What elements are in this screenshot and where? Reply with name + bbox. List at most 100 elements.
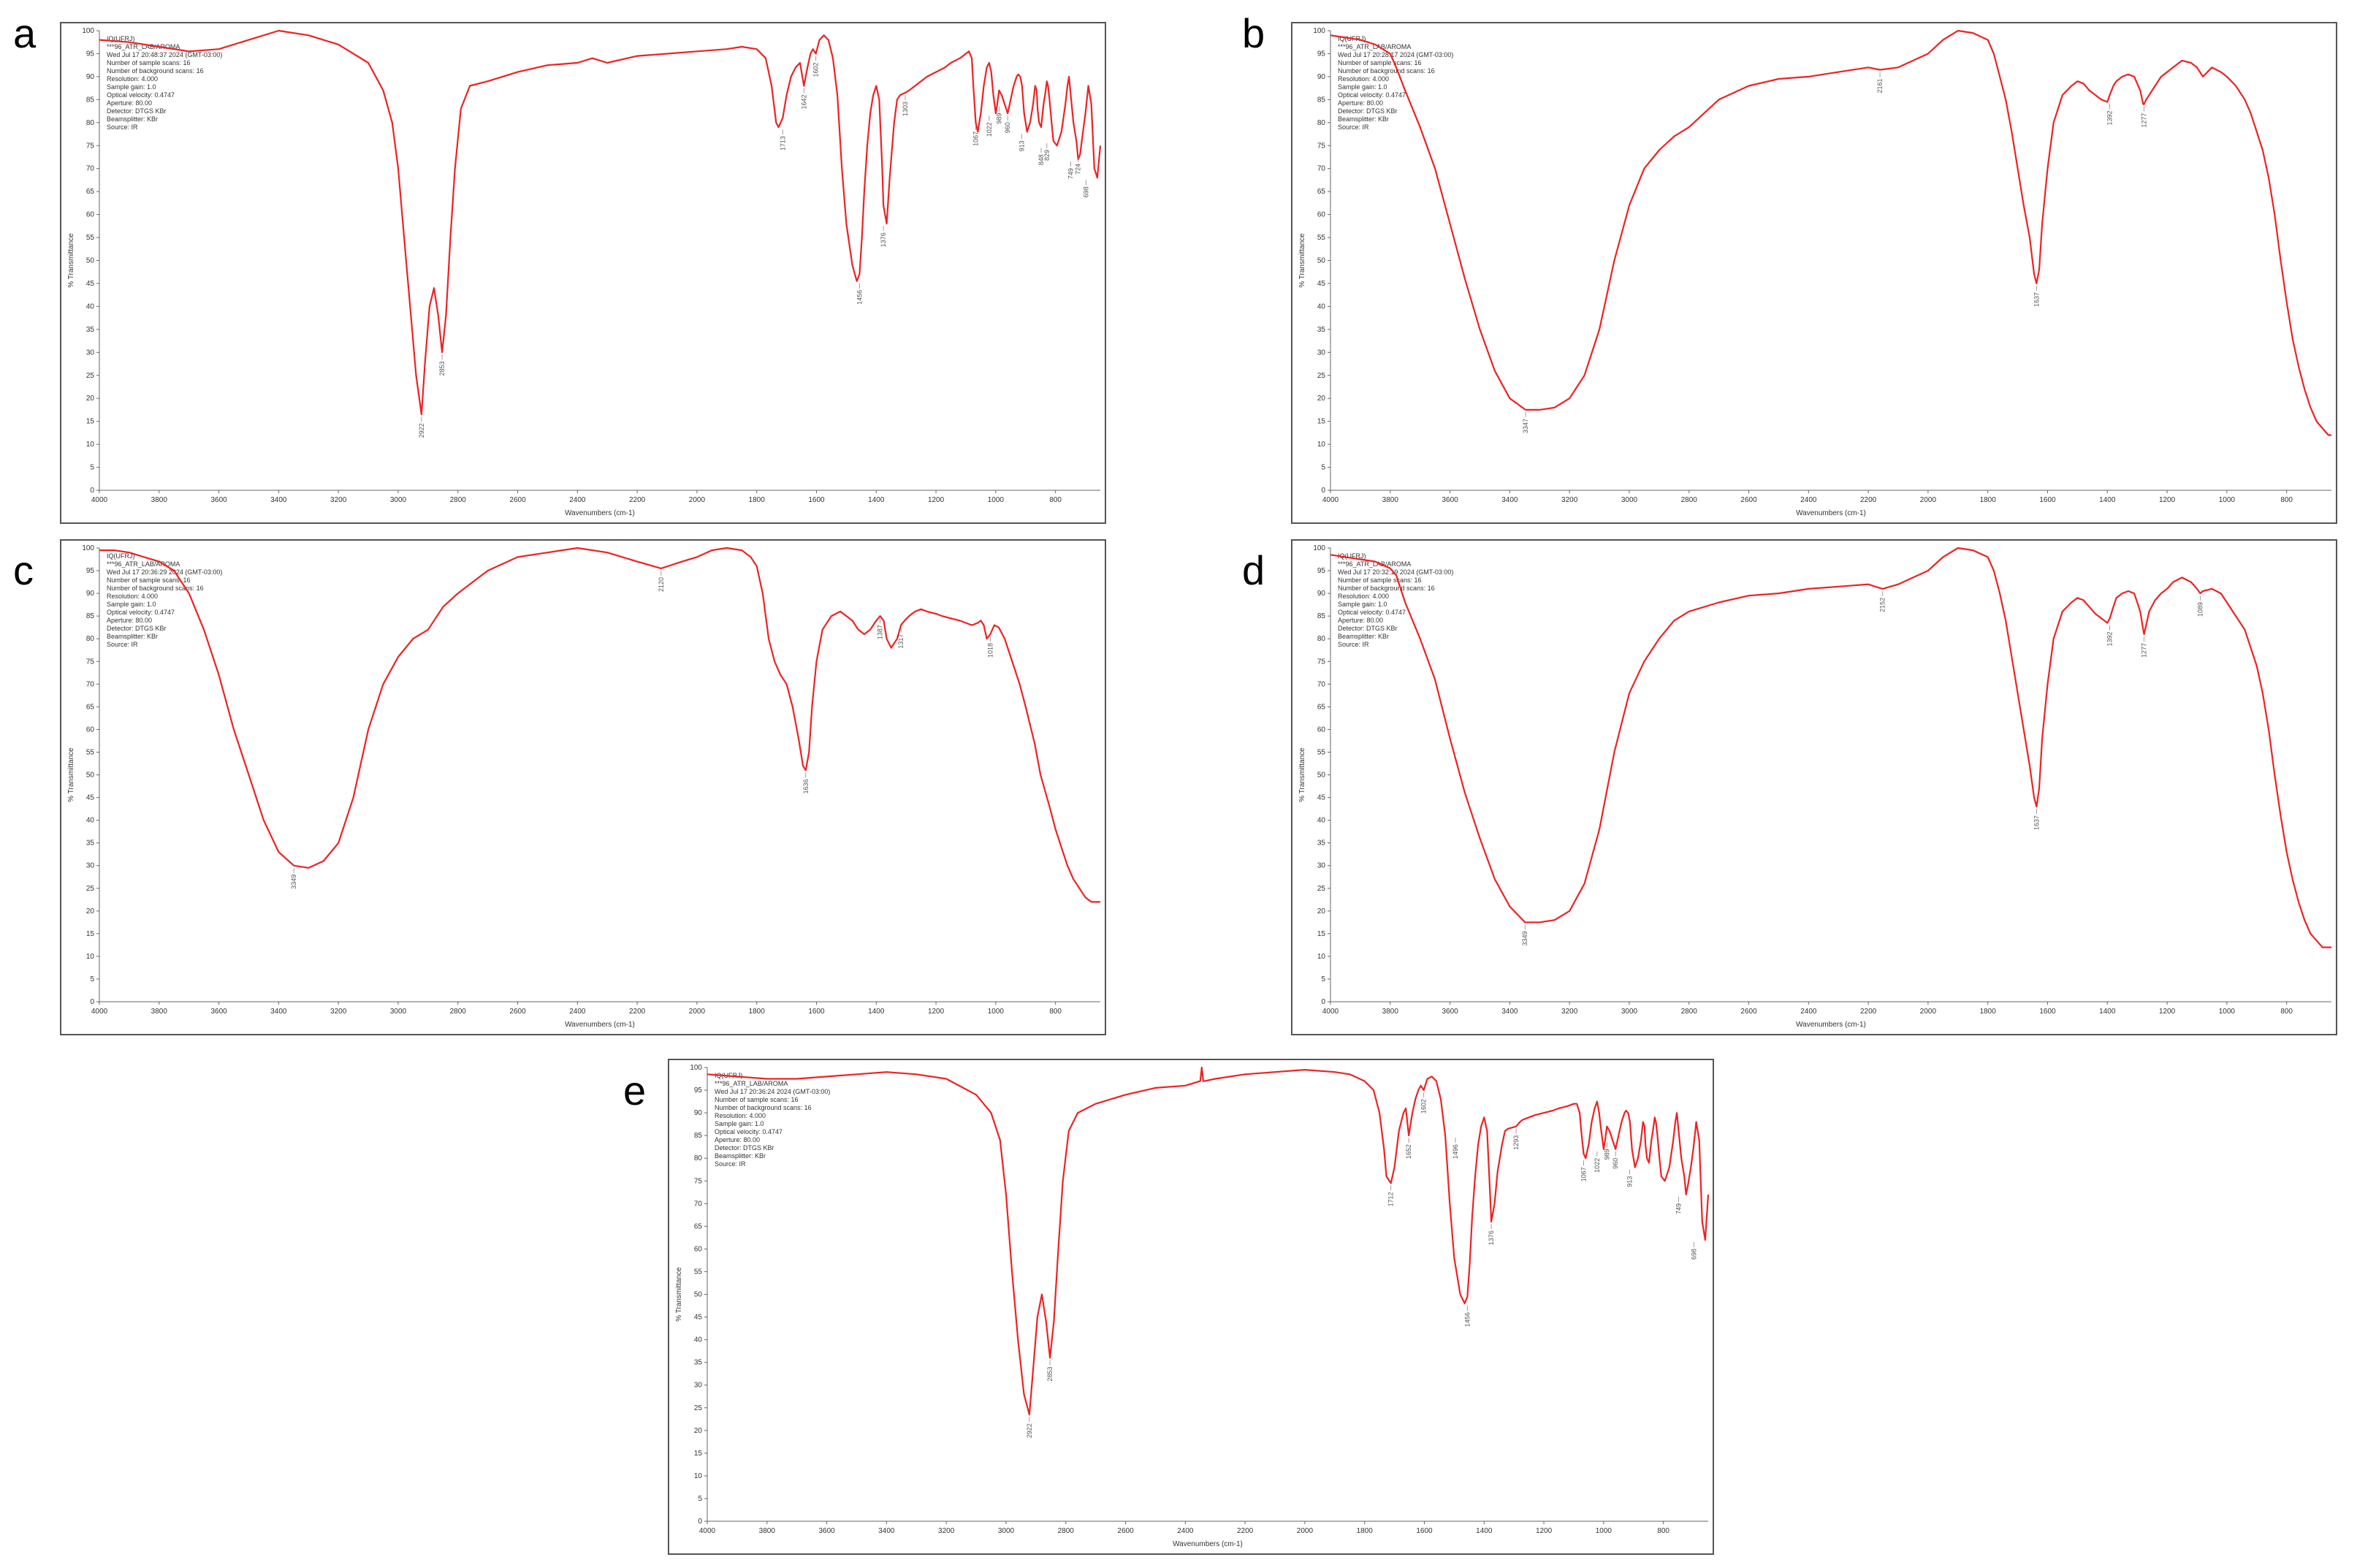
- x-tick-label: 1600: [2039, 1008, 2056, 1016]
- x-tick-label: 3600: [818, 1527, 835, 1535]
- y-tick-label: 30: [1317, 862, 1326, 870]
- info-line: Sample gain: 1.0: [1338, 83, 1387, 91]
- x-tick-label: 2000: [689, 496, 706, 504]
- info-line: Number of sample scans: 16: [715, 1096, 799, 1103]
- peak-label: 1067: [1580, 1167, 1587, 1181]
- x-tick-label: 3400: [1501, 1008, 1518, 1016]
- info-line: Number of background scans: 16: [1338, 585, 1435, 592]
- peak-label: 1712: [1387, 1192, 1395, 1206]
- spectrum-line: [99, 547, 1100, 903]
- peak-label: 1303: [902, 102, 909, 116]
- x-tick-label: 800: [2280, 496, 2293, 504]
- info-line: IQ(UFRJ): [1338, 552, 1366, 560]
- x-tick-label: 2800: [1681, 496, 1698, 504]
- x-tick-label: 800: [2280, 1008, 2293, 1016]
- info-line: Source: IR: [1338, 641, 1369, 648]
- info-line: Optical velocity: 0.4747: [107, 91, 175, 99]
- peak-label: 3349: [1521, 931, 1528, 945]
- peak-label: 698: [1690, 1249, 1697, 1260]
- y-tick-label: 100: [1313, 544, 1325, 552]
- x-tick-label: 1400: [868, 1008, 885, 1016]
- x-tick-label: 1200: [928, 1008, 945, 1016]
- y-tick-label: 25: [694, 1404, 703, 1412]
- y-tick-label: 5: [90, 975, 94, 983]
- y-tick-label: 55: [694, 1268, 703, 1276]
- x-tick-label: 2000: [1920, 1008, 1937, 1016]
- x-tick-label: 1200: [1536, 1527, 1553, 1535]
- x-tick-label: 2200: [629, 496, 646, 504]
- y-tick-label: 75: [1317, 658, 1326, 666]
- x-tick-label: 3000: [1621, 496, 1638, 504]
- x-tick-label: 1800: [1980, 1008, 1997, 1016]
- info-line: Number of background scans: 16: [107, 585, 204, 592]
- info-line: Wed Jul 17 20:36:24 2024 (GMT-03:00): [715, 1088, 830, 1095]
- y-tick-label: 0: [1321, 487, 1325, 495]
- x-tick-label: 3600: [1442, 496, 1458, 504]
- x-tick-label: 2400: [569, 496, 586, 504]
- x-tick-label: 800: [1657, 1527, 1669, 1535]
- peak-label: 1602: [812, 62, 820, 77]
- y-tick-label: 45: [86, 280, 95, 288]
- x-tick-label: 800: [1049, 496, 1062, 504]
- x-tick-label: 1800: [1980, 496, 1997, 504]
- x-tick-label: 1000: [1596, 1527, 1612, 1535]
- info-line: Beamsplitter: KBr: [107, 115, 158, 123]
- info-line: Optical velocity: 0.4747: [107, 609, 175, 616]
- info-line: Sample gain: 1.0: [715, 1120, 764, 1127]
- y-tick-label: 55: [86, 748, 95, 756]
- ir-spectrum-panel-d: 0 5 10 15 20 25 30 35 40 45 50 55 60 65 70 75 80 85 90 95 10…: [1291, 539, 2337, 1035]
- y-tick-label: 40: [694, 1336, 703, 1344]
- y-tick-label: 65: [694, 1222, 703, 1230]
- y-tick-label: 25: [86, 372, 95, 380]
- info-line: Wed Jul 17 20:36:29 2024 (GMT-03:00): [107, 568, 222, 576]
- x-tick-label: 1400: [1476, 1527, 1493, 1535]
- x-tick-label: 2200: [629, 1008, 646, 1016]
- y-tick-label: 10: [1317, 441, 1326, 449]
- y-tick-label: 10: [86, 441, 95, 449]
- peak-label: 1022: [986, 122, 993, 137]
- y-tick-label: 65: [86, 703, 95, 711]
- y-tick-label: 80: [694, 1154, 703, 1162]
- y-tick-label: 80: [1317, 119, 1326, 127]
- panel-letter-d: d: [1242, 547, 1265, 593]
- x-tick-label: 2000: [1920, 496, 1937, 504]
- x-tick-label: 1800: [1357, 1527, 1374, 1535]
- x-tick-label: 3800: [759, 1527, 776, 1535]
- x-tick-label: 1200: [928, 496, 945, 504]
- y-tick-label: 85: [86, 96, 95, 104]
- x-tick-label: 3000: [390, 1008, 407, 1016]
- y-tick-label: 35: [1317, 840, 1326, 848]
- y-tick-label: 5: [1321, 464, 1325, 472]
- ir-spectrum-svg-b: 0 5 10 15 20 25 30 35 40 45 50 55 60 65 70 75 80 85 90 95 10…: [1298, 27, 2331, 517]
- ir-spectrum-panel-a: 0 5 10 15 20 25 30 35 40 45 50 55 60 65 70 75 80 85 90 95 10…: [60, 22, 1106, 524]
- peak-label: 1317: [897, 634, 905, 649]
- y-tick-label: 100: [690, 1064, 702, 1072]
- info-line: Detector: DTGS KBr: [1338, 107, 1398, 115]
- y-tick-label: 100: [82, 544, 94, 552]
- info-line: Number of background scans: 16: [715, 1104, 812, 1111]
- info-line: IQ(UFRJ): [107, 552, 135, 560]
- info-line: ***96_ATR_LAB/AROMA: [715, 1080, 788, 1087]
- x-axis-title: Wavenumbers (cm-1): [1796, 1021, 1866, 1029]
- info-line: Aperture: 80.00: [107, 99, 152, 107]
- info-line: ***96_ATR_LAB/AROMA: [107, 43, 180, 50]
- x-tick-label: 1600: [808, 1008, 825, 1016]
- y-tick-label: 40: [1317, 302, 1326, 311]
- info-line: Number of sample scans: 16: [107, 576, 191, 584]
- x-axis-title: Wavenumbers (cm-1): [565, 509, 635, 517]
- y-axis-title: % Transmittance: [1298, 233, 1306, 288]
- y-tick-label: 50: [694, 1291, 703, 1299]
- x-tick-label: 2000: [1297, 1527, 1314, 1535]
- info-line: Optical velocity: 0.4747: [1338, 91, 1406, 99]
- x-tick-label: 2200: [1860, 496, 1877, 504]
- y-tick-label: 20: [86, 395, 95, 403]
- info-line: Number of background scans: 16: [107, 67, 204, 75]
- x-tick-label: 1400: [2099, 496, 2116, 504]
- x-tick-label: 2600: [509, 496, 526, 504]
- peak-label: 2853: [438, 361, 446, 376]
- info-line: Sample gain: 1.0: [107, 601, 156, 608]
- y-tick-label: 45: [694, 1314, 703, 1322]
- peak-label: 1602: [1420, 1099, 1428, 1114]
- y-tick-label: 15: [694, 1450, 703, 1458]
- y-tick-label: 15: [86, 930, 95, 938]
